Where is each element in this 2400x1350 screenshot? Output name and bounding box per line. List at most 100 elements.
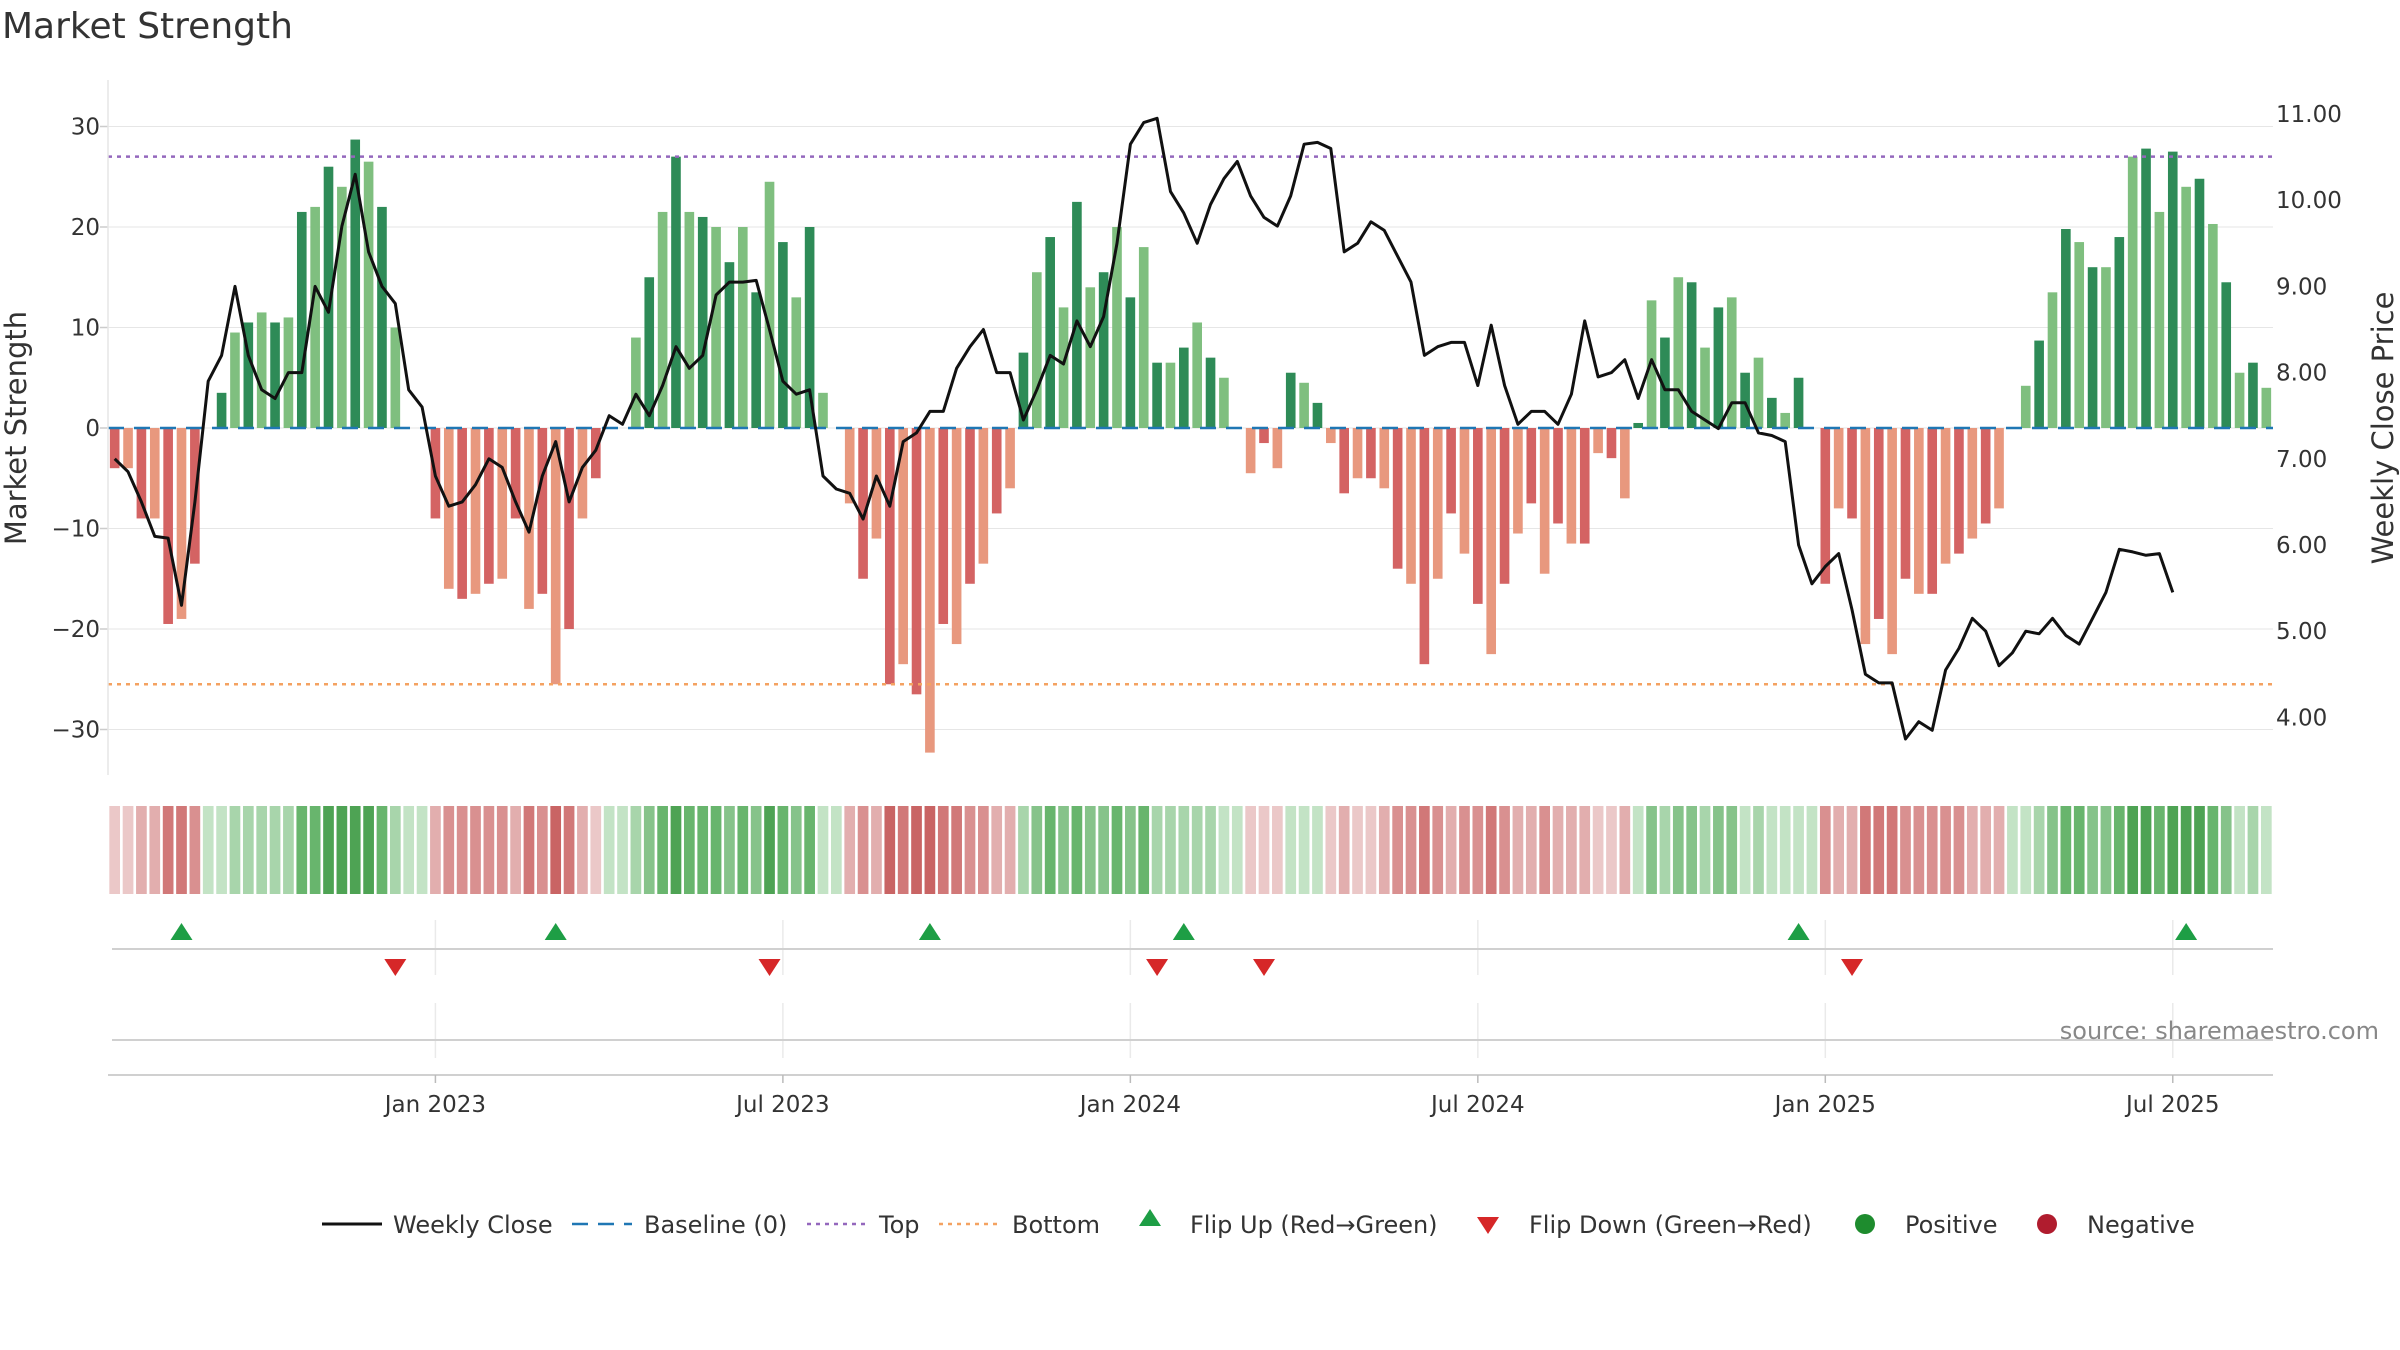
- flip-down-marker: [384, 959, 407, 976]
- strength-bar: [323, 166, 334, 428]
- band-cell: [1445, 806, 1457, 894]
- band-cell: [1980, 806, 1992, 894]
- strength-bar: [1339, 428, 1349, 494]
- strength-bar: [778, 242, 788, 428]
- strength-band-strip: [109, 806, 2272, 894]
- strength-bar: [2261, 387, 2272, 428]
- band-cell: [1846, 806, 1858, 894]
- strength-bar: [1660, 337, 1670, 428]
- band-cell: [550, 806, 562, 894]
- band-cell: [670, 806, 682, 894]
- strength-bar: [631, 337, 641, 428]
- strength-bar: [1112, 227, 1122, 428]
- band-cell: [483, 806, 495, 894]
- strength-bar: [2087, 267, 2098, 428]
- legend-label: Weekly Close: [393, 1211, 553, 1239]
- band-cell: [2073, 806, 2085, 894]
- strength-bar: [791, 297, 802, 428]
- strength-bar: [1272, 428, 1283, 469]
- left-tick-label: 20: [71, 215, 100, 241]
- strength-bar: [711, 227, 721, 428]
- strength-bar: [1379, 428, 1390, 489]
- strength-bar: [1526, 428, 1537, 504]
- band-cell: [2234, 806, 2245, 894]
- x-tick-label: Jul 2023: [734, 1092, 830, 1118]
- flip-down-marker: [1146, 959, 1169, 976]
- strength-bar: [844, 428, 855, 504]
- source-credit: source: sharemaestro.com: [2060, 1017, 2379, 1045]
- band-cell: [1793, 806, 1804, 894]
- strength-bar: [1032, 272, 1042, 428]
- flip-down-marker: [758, 959, 781, 976]
- legend-label: Baseline (0): [644, 1211, 787, 1239]
- band-cell: [1258, 806, 1270, 894]
- band-cell: [2007, 806, 2018, 894]
- strength-bar: [1767, 397, 1777, 428]
- strength-bar: [363, 161, 374, 429]
- band-cell: [1191, 806, 1203, 894]
- strength-bar: [1499, 428, 1510, 584]
- band-cell: [1125, 806, 1136, 894]
- band-cell: [176, 806, 187, 894]
- band-cell: [363, 806, 374, 894]
- band-cell: [2260, 806, 2272, 894]
- band-cell: [697, 806, 709, 894]
- band-cell: [1138, 806, 1150, 894]
- band-cell: [149, 806, 161, 894]
- band-cell: [1352, 806, 1363, 894]
- band-cell: [1098, 806, 1109, 894]
- left-tick-label: −20: [51, 617, 100, 643]
- band-cell: [242, 806, 254, 894]
- strength-bar: [230, 332, 240, 428]
- band-cell: [1940, 806, 1951, 894]
- band-cell: [1873, 806, 1885, 894]
- band-cell: [349, 806, 361, 894]
- strength-bar: [1045, 237, 1055, 428]
- strength-bar: [978, 428, 989, 564]
- weekly-close-series: [113, 116, 2175, 741]
- strength-bar: [2181, 186, 2191, 428]
- strength-bar: [1887, 428, 1897, 655]
- strength-bar: [898, 428, 908, 665]
- band-cell: [256, 806, 268, 894]
- band-cell: [1926, 806, 1938, 894]
- band-cell: [1699, 806, 1711, 894]
- strength-bar: [176, 428, 187, 619]
- band-cell: [1205, 806, 1216, 894]
- strength-bar: [1740, 372, 1750, 428]
- strength-bar: [724, 262, 735, 428]
- strength-bar: [1486, 428, 1497, 655]
- strength-bar: [1967, 428, 1978, 539]
- right-tick-label: 8.00: [2276, 361, 2327, 387]
- strength-bar: [1005, 428, 1015, 489]
- band-cell: [1512, 806, 1524, 894]
- strength-bar: [550, 428, 561, 685]
- band-cell: [1218, 806, 1230, 894]
- band-cell: [2060, 806, 2072, 894]
- band-cell: [2247, 806, 2259, 894]
- band-cell: [1833, 806, 1845, 894]
- flip-markers: [170, 923, 2198, 976]
- band-cell: [216, 806, 227, 894]
- legend-swatch-positive: [1855, 1214, 1875, 1234]
- strength-bar: [751, 292, 761, 428]
- strength-bar: [1579, 428, 1590, 544]
- weekly-close-line: [113, 116, 2175, 741]
- strength-bar: [1432, 428, 1443, 579]
- strength-bar: [1726, 297, 1737, 428]
- band-cell: [750, 806, 762, 894]
- legend: Weekly Close Baseline (0) Top Bottom Flip Up…: [322, 1209, 2195, 1239]
- band-cell: [871, 806, 882, 894]
- left-tick-label: 30: [71, 115, 100, 141]
- legend-swatch-negative: [2037, 1214, 2057, 1234]
- band-cell: [136, 806, 147, 894]
- strength-bar: [310, 206, 320, 428]
- strength-bar: [1085, 287, 1096, 428]
- strength-bar: [2074, 242, 2085, 428]
- legend-label: Flip Up (Red→Green): [1190, 1211, 1438, 1239]
- strength-bar: [1366, 428, 1376, 479]
- band-cell: [951, 806, 962, 894]
- strength-bar: [1994, 428, 2004, 509]
- strength-bar: [443, 428, 454, 589]
- strength-bar: [123, 428, 133, 469]
